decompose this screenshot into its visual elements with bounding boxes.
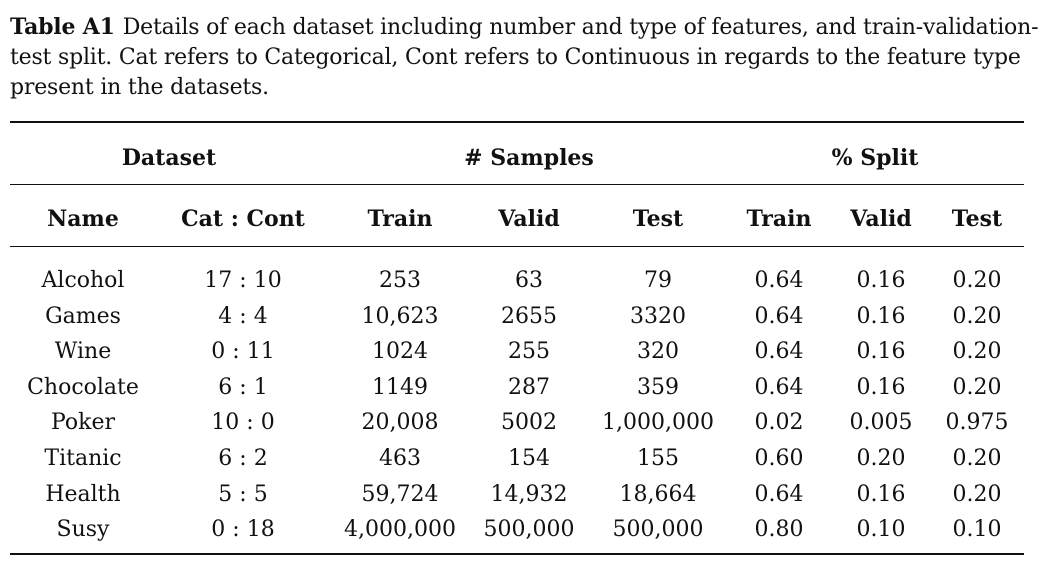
cell-name: Susy [56, 517, 110, 542]
caption-text: Details of each dataset including number… [10, 15, 1039, 100]
cell-split-valid: 0.16 [856, 339, 906, 364]
table-caption: Table A1 Details of each dataset includin… [10, 12, 1055, 103]
cell-cat-cont: 6 : 2 [218, 446, 268, 471]
cell-split-test: 0.10 [952, 517, 1002, 542]
cell-samples-test: 79 [644, 268, 672, 293]
cell-split-train: 0.64 [754, 339, 804, 364]
cell-split-train: 0.02 [754, 410, 804, 435]
cell-split-valid: 0.005 [849, 410, 913, 435]
cell-split-valid: 0.16 [856, 304, 906, 329]
cell-split-test: 0.20 [952, 268, 1002, 293]
column-header-split-test: Test [951, 206, 1003, 232]
column-header-samples-valid: Valid [498, 206, 560, 232]
cell-name: Chocolate [27, 375, 139, 400]
cell-split-test: 0.20 [952, 482, 1002, 507]
header-bottom-rule [10, 246, 1024, 247]
bottom-rule [10, 553, 1024, 555]
cell-samples-test: 18,664 [619, 482, 697, 507]
cell-split-test: 0.20 [952, 339, 1002, 364]
cell-samples-valid: 500,000 [483, 517, 575, 542]
group-header-samples: # Samples [464, 145, 594, 171]
cell-samples-test: 320 [637, 339, 679, 364]
caption-label: Table A1 [10, 14, 115, 40]
cell-samples-test: 3320 [630, 304, 686, 329]
cell-samples-valid: 255 [508, 339, 550, 364]
cell-samples-train: 10,623 [361, 304, 439, 329]
cell-split-valid: 0.16 [856, 482, 906, 507]
column-header-samples-train: Train [367, 206, 433, 232]
cell-split-test: 0.20 [952, 375, 1002, 400]
cell-split-valid: 0.20 [856, 446, 906, 471]
cell-samples-train: 1149 [372, 375, 428, 400]
cell-split-test: 0.20 [952, 446, 1002, 471]
cell-samples-valid: 5002 [501, 410, 557, 435]
cell-name: Health [45, 482, 121, 507]
cell-split-valid: 0.10 [856, 517, 906, 542]
group-header-dataset: Dataset [121, 145, 217, 171]
cell-name: Poker [50, 410, 116, 435]
cell-samples-train: 253 [379, 268, 421, 293]
cell-split-test: 0.20 [952, 304, 1002, 329]
top-rule [10, 121, 1024, 123]
cell-samples-train: 1024 [372, 339, 428, 364]
header-rule [10, 184, 1024, 185]
cell-split-train: 0.64 [754, 268, 804, 293]
cell-split-test: 0.975 [945, 410, 1009, 435]
cell-cat-cont: 5 : 5 [218, 482, 268, 507]
cell-cat-cont: 4 : 4 [218, 304, 268, 329]
cell-samples-train: 463 [379, 446, 421, 471]
cell-samples-test: 1,000,000 [602, 410, 714, 435]
column-header-samples-test: Test [632, 206, 684, 232]
cell-samples-valid: 63 [515, 268, 543, 293]
cell-name: Titanic [44, 446, 122, 471]
cell-samples-test: 500,000 [612, 517, 704, 542]
cell-split-train: 0.64 [754, 482, 804, 507]
column-header-split-train: Train [746, 206, 812, 232]
cell-split-valid: 0.16 [856, 268, 906, 293]
cell-samples-test: 155 [637, 446, 679, 471]
cell-samples-valid: 2655 [501, 304, 557, 329]
cell-cat-cont: 10 : 0 [211, 410, 275, 435]
cell-name: Wine [54, 339, 112, 364]
cell-split-train: 0.80 [754, 517, 804, 542]
cell-split-train: 0.60 [754, 446, 804, 471]
cell-name: Games [45, 304, 121, 329]
cell-samples-train: 20,008 [361, 410, 439, 435]
cell-split-train: 0.64 [754, 375, 804, 400]
column-header-split-valid: Valid [850, 206, 912, 232]
cell-name: Alcohol [41, 268, 125, 293]
cell-split-valid: 0.16 [856, 375, 906, 400]
cell-samples-valid: 154 [508, 446, 550, 471]
cell-samples-train: 4,000,000 [344, 517, 456, 542]
cell-samples-valid: 14,932 [490, 482, 568, 507]
cell-cat-cont: 17 : 10 [204, 268, 282, 293]
cell-cat-cont: 0 : 18 [211, 517, 275, 542]
cell-samples-valid: 287 [508, 375, 550, 400]
cell-split-train: 0.64 [754, 304, 804, 329]
cell-samples-train: 59,724 [361, 482, 439, 507]
column-header-cat-cont: Cat : Cont [181, 206, 305, 232]
cell-cat-cont: 0 : 11 [211, 339, 275, 364]
cell-samples-test: 359 [637, 375, 679, 400]
cell-cat-cont: 6 : 1 [218, 375, 268, 400]
group-header-split: % Split [831, 145, 919, 171]
column-header-name: Name [47, 206, 119, 232]
